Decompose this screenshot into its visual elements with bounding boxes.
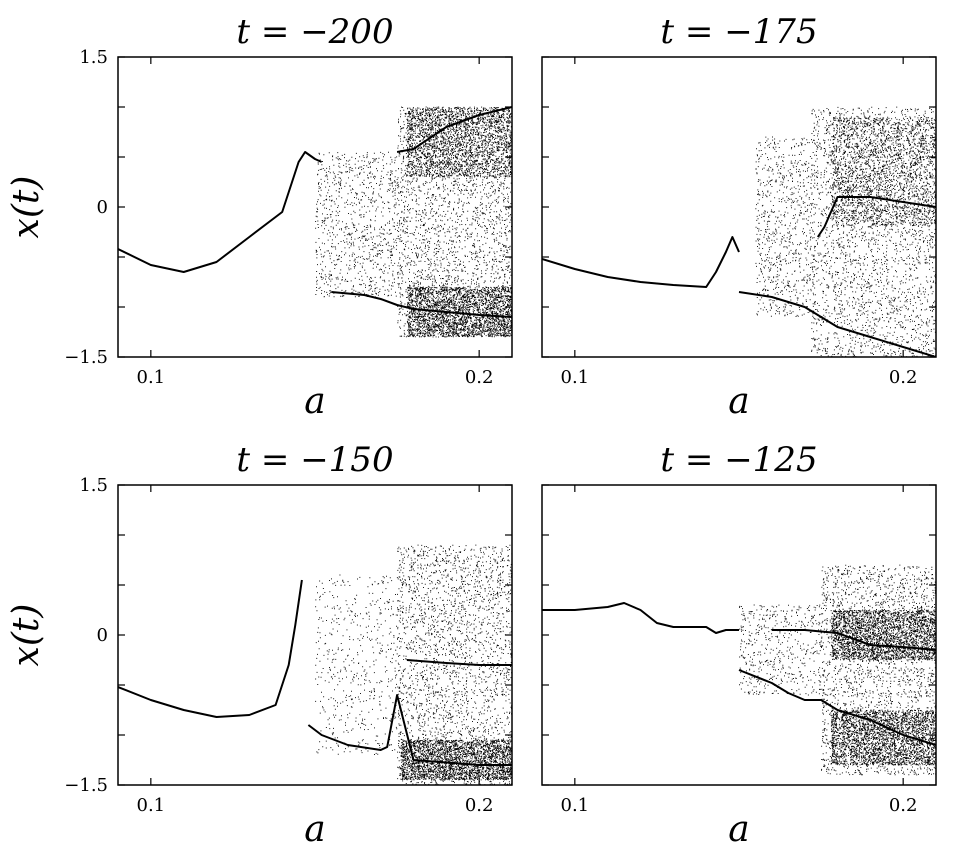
upper-branch xyxy=(396,106,512,153)
chaos-cloud xyxy=(831,609,936,661)
y-axis-label: x(t) xyxy=(6,604,47,667)
x-tick-label: 0.1 xyxy=(561,795,590,816)
chaos-cloud xyxy=(315,574,398,755)
chart-title: t = −125 xyxy=(660,440,817,480)
y-tick-label: −1.5 xyxy=(64,347,108,368)
attractor-curve xyxy=(118,151,323,273)
x-tick-label: 0.2 xyxy=(465,367,494,388)
chaos-cloud xyxy=(739,604,822,696)
upper-branch xyxy=(816,196,936,238)
chart-panel-2: t = −175 a 0.1 0.2 xyxy=(541,12,937,422)
lower-branch xyxy=(738,669,936,746)
chart-title: t = −175 xyxy=(660,12,817,52)
chaos-cloud xyxy=(811,106,936,357)
plot-frame xyxy=(541,56,937,358)
lower-branch xyxy=(307,694,512,766)
chaos-cloud xyxy=(315,151,398,298)
chart-panel-3: t = −150 a x(t) 0.1 0.2 −1.5 0 1.5 xyxy=(6,440,513,850)
y-tick-label: 0 xyxy=(97,625,108,646)
chaos-cloud xyxy=(406,106,512,178)
attractor-curve xyxy=(542,236,740,288)
lower-branch xyxy=(738,291,936,357)
y-tick-label: 0 xyxy=(97,197,108,218)
scatter-points xyxy=(118,106,512,338)
x-tick-label: 0.1 xyxy=(137,795,166,816)
chaos-cloud xyxy=(831,116,936,228)
lower-branch xyxy=(331,291,512,318)
upper-branch xyxy=(406,659,512,666)
chaos-cloud xyxy=(755,136,813,317)
chart-title: t = −150 xyxy=(236,440,393,480)
x-axis-label: a xyxy=(728,809,749,850)
y-tick-label: 1.5 xyxy=(79,475,108,496)
y-axis-label: x(t) xyxy=(6,176,47,239)
chaos-cloud xyxy=(830,709,936,766)
chaos-cloud xyxy=(397,544,512,785)
chaos-cloud xyxy=(406,286,512,338)
x-axis-label: a xyxy=(304,381,325,422)
scatter-points xyxy=(542,564,936,776)
scatter-points xyxy=(118,544,512,785)
x-axis-label: a xyxy=(304,809,325,850)
x-tick-label: 0.2 xyxy=(889,367,918,388)
x-tick-label: 0.1 xyxy=(561,367,590,388)
x-axis-label: a xyxy=(728,381,749,422)
attractor-curve xyxy=(118,579,303,718)
x-tick-label: 0.1 xyxy=(137,367,166,388)
y-tick-label: 1.5 xyxy=(79,47,108,68)
y-tick-label: −1.5 xyxy=(64,775,108,796)
chart-panel-4: t = −125 a 0.1 0.2 xyxy=(541,440,937,850)
x-tick-label: 0.2 xyxy=(889,795,918,816)
scatter-points xyxy=(542,106,936,357)
upper-branch xyxy=(771,629,936,651)
x-tick-label: 0.2 xyxy=(465,795,494,816)
attractor-curve xyxy=(542,602,739,634)
chart-title: t = −200 xyxy=(236,12,393,52)
chart-panel-1: t = −200 a x(t) 0.1 0.2 −1.5 0 1.5 xyxy=(6,12,513,422)
